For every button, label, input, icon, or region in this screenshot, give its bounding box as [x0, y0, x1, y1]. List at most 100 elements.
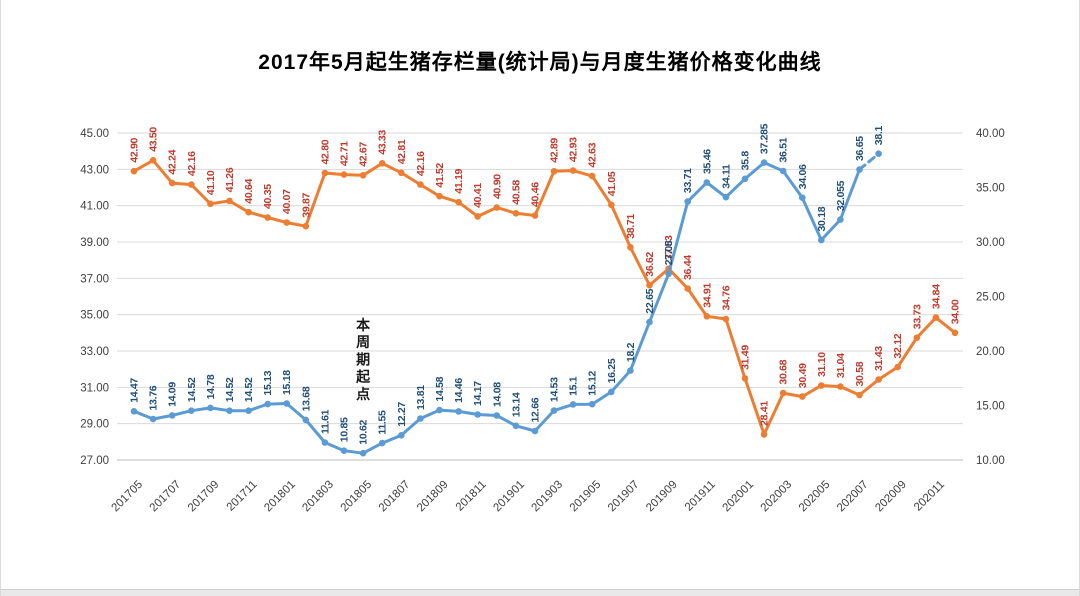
svg-text:30.68: 30.68 — [778, 359, 790, 384]
svg-text:33.00: 33.00 — [80, 346, 109, 358]
svg-text:30.49: 30.49 — [797, 363, 809, 388]
svg-text:15.1: 15.1 — [568, 376, 580, 396]
svg-text:32.055: 32.055 — [835, 180, 847, 211]
svg-text:11.55: 11.55 — [377, 410, 389, 435]
svg-text:43.33: 43.33 — [377, 130, 389, 155]
svg-text:期: 期 — [356, 351, 370, 367]
svg-text:35.46: 35.46 — [701, 149, 713, 174]
svg-text:201801: 201801 — [262, 479, 298, 515]
svg-text:41.05: 41.05 — [606, 171, 618, 196]
svg-text:201705: 201705 — [110, 479, 146, 515]
svg-text:14.47: 14.47 — [129, 378, 141, 403]
svg-text:35.00: 35.00 — [80, 310, 109, 322]
svg-text:45.00: 45.00 — [80, 128, 109, 140]
svg-text:35.00: 35.00 — [976, 183, 1005, 195]
svg-text:201709: 201709 — [186, 479, 222, 515]
svg-text:42.80: 42.80 — [319, 139, 331, 164]
svg-text:201711: 201711 — [225, 479, 260, 514]
svg-text:41.52: 41.52 — [434, 162, 446, 187]
svg-text:12.66: 12.66 — [530, 397, 542, 422]
window-bottom-edge — [1, 589, 1079, 596]
svg-text:42.89: 42.89 — [549, 138, 561, 163]
svg-text:10.62: 10.62 — [358, 419, 370, 444]
svg-text:10.85: 10.85 — [339, 417, 351, 442]
svg-text:14.52: 14.52 — [243, 377, 255, 402]
svg-text:14.08: 14.08 — [491, 382, 503, 407]
svg-text:34.06: 34.06 — [797, 164, 809, 189]
svg-text:201901: 201901 — [491, 479, 527, 515]
svg-text:31.00: 31.00 — [80, 382, 109, 394]
svg-text:15.12: 15.12 — [587, 370, 599, 395]
svg-text:39.87: 39.87 — [300, 192, 312, 217]
svg-text:31.43: 31.43 — [873, 346, 885, 371]
svg-text:36.65: 36.65 — [854, 136, 866, 161]
svg-text:13.81: 13.81 — [415, 385, 427, 410]
svg-text:202003: 202003 — [759, 479, 795, 515]
svg-text:27.08: 27.08 — [663, 240, 675, 265]
svg-text:38.71: 38.71 — [625, 214, 637, 239]
right-axis-labels: 40.00 35.00 30.00 25.00 20.00 15.00 10.00 — [976, 128, 1005, 467]
svg-text:42.24: 42.24 — [167, 149, 179, 174]
svg-text:201803: 201803 — [300, 479, 336, 515]
svg-text:37.53: 37.53 — [663, 235, 675, 260]
left-axis-labels: 45.00 43.00 41.00 39.00 37.00 35.00 33.00 31.00… — [80, 128, 109, 467]
svg-text:37.285: 37.285 — [759, 123, 771, 154]
svg-text:202007: 202007 — [835, 479, 871, 515]
svg-text:40.35: 40.35 — [262, 184, 274, 209]
svg-text:32.12: 32.12 — [892, 333, 904, 358]
svg-text:27.00: 27.00 — [80, 455, 109, 467]
svg-text:202009: 202009 — [873, 479, 909, 515]
svg-text:14.52: 14.52 — [224, 377, 236, 402]
svg-text:36.51: 36.51 — [778, 137, 790, 162]
svg-text:37.00: 37.00 — [80, 273, 109, 285]
svg-text:201805: 201805 — [339, 479, 375, 515]
svg-text:201911: 201911 — [683, 479, 718, 514]
svg-text:11.61: 11.61 — [319, 409, 331, 434]
svg-text:39.00: 39.00 — [80, 237, 109, 249]
svg-text:40.64: 40.64 — [243, 178, 255, 203]
svg-text:16.25: 16.25 — [606, 358, 618, 383]
svg-text:201811: 201811 — [454, 479, 489, 514]
svg-text:12.27: 12.27 — [396, 402, 408, 427]
svg-text:42.16: 42.16 — [415, 151, 427, 176]
svg-text:34.84: 34.84 — [930, 284, 942, 309]
svg-text:34.91: 34.91 — [701, 283, 713, 308]
svg-text:40.41: 40.41 — [472, 183, 484, 208]
svg-text:40.07: 40.07 — [281, 189, 293, 214]
svg-text:30.18: 30.18 — [816, 206, 828, 231]
svg-text:42.63: 42.63 — [587, 142, 599, 167]
svg-text:40.46: 40.46 — [530, 182, 542, 207]
svg-text:13.76: 13.76 — [148, 385, 160, 410]
svg-text:30.00: 30.00 — [976, 237, 1005, 249]
svg-text:202011: 202011 — [912, 479, 947, 514]
svg-text:14.46: 14.46 — [453, 378, 465, 403]
svg-text:30.58: 30.58 — [854, 361, 866, 386]
svg-text:18.2: 18.2 — [625, 342, 637, 362]
svg-text:34.00: 34.00 — [950, 299, 962, 324]
svg-text:41.26: 41.26 — [224, 167, 236, 192]
svg-text:38.1: 38.1 — [873, 126, 885, 146]
chart-title: 2017年5月起生猪存栏量(统计局)与月度生猪价格变化曲线 — [258, 51, 822, 74]
svg-text:14.52: 14.52 — [186, 377, 198, 402]
inventory-data-labels: 42.90 43.50 42.24 42.16 41.10 41.26 40.64 40.35… — [129, 127, 962, 426]
svg-text:31.10: 31.10 — [816, 352, 828, 377]
price-data-labels: 14.47 13.76 14.09 14.52 14.78 14.52 14.52 15.13… — [129, 123, 886, 444]
svg-text:14.17: 14.17 — [472, 381, 484, 406]
svg-text:202005: 202005 — [797, 479, 833, 515]
price-series — [130, 150, 882, 457]
svg-text:20.00: 20.00 — [976, 346, 1005, 358]
svg-text:201903: 201903 — [530, 479, 566, 515]
svg-text:31.49: 31.49 — [740, 345, 752, 370]
svg-text:起: 起 — [355, 369, 371, 385]
svg-text:42.81: 42.81 — [396, 139, 408, 164]
svg-text:41.19: 41.19 — [453, 168, 465, 193]
svg-text:22.65: 22.65 — [644, 288, 656, 313]
svg-text:201807: 201807 — [377, 479, 413, 515]
svg-text:29.00: 29.00 — [80, 419, 109, 431]
svg-text:43.00: 43.00 — [80, 164, 109, 176]
svg-text:42.90: 42.90 — [129, 137, 141, 162]
svg-text:25.00: 25.00 — [976, 292, 1005, 304]
